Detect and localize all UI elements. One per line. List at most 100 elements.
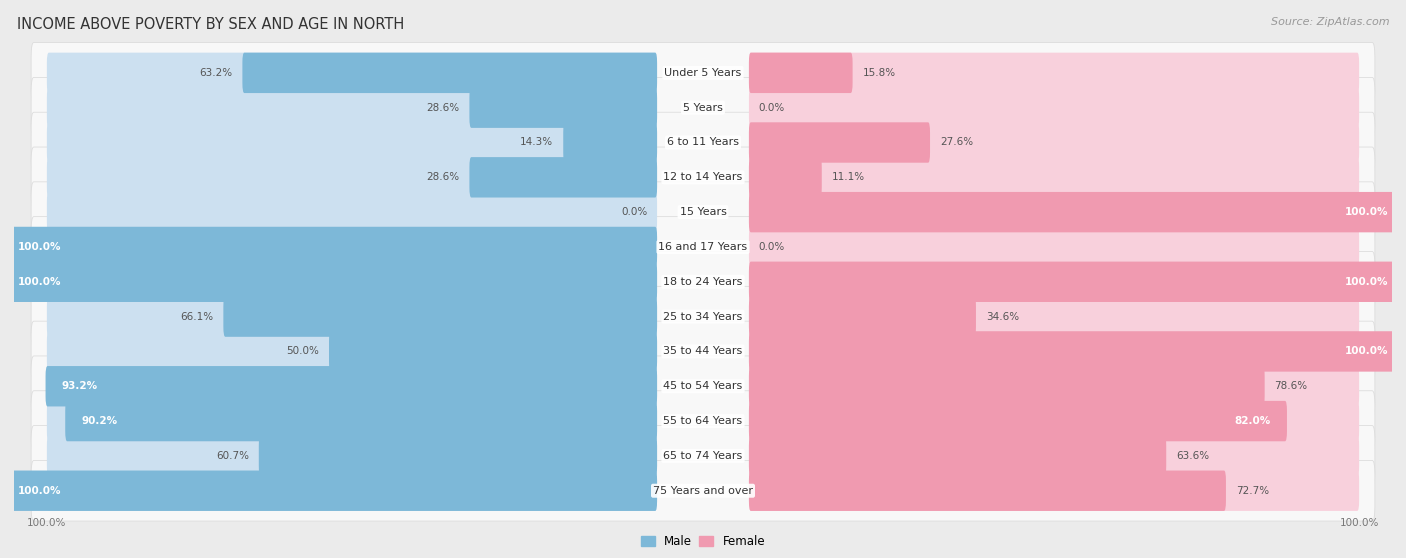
FancyBboxPatch shape — [749, 296, 1360, 337]
FancyBboxPatch shape — [749, 401, 1286, 441]
FancyBboxPatch shape — [65, 401, 657, 441]
Text: 60.7%: 60.7% — [217, 451, 249, 461]
Text: 93.2%: 93.2% — [62, 381, 98, 391]
FancyBboxPatch shape — [749, 470, 1360, 511]
FancyBboxPatch shape — [31, 391, 1375, 451]
Text: 14.3%: 14.3% — [520, 137, 554, 147]
FancyBboxPatch shape — [749, 192, 1360, 232]
Text: 28.6%: 28.6% — [426, 103, 460, 113]
Text: Under 5 Years: Under 5 Years — [665, 68, 741, 78]
FancyBboxPatch shape — [46, 470, 657, 511]
FancyBboxPatch shape — [470, 157, 657, 198]
Text: 65 to 74 Years: 65 to 74 Years — [664, 451, 742, 461]
FancyBboxPatch shape — [46, 262, 657, 302]
FancyBboxPatch shape — [31, 147, 1375, 208]
FancyBboxPatch shape — [749, 262, 1405, 302]
FancyBboxPatch shape — [749, 52, 1360, 93]
Text: 90.2%: 90.2% — [82, 416, 118, 426]
FancyBboxPatch shape — [1, 227, 657, 267]
FancyBboxPatch shape — [749, 366, 1360, 406]
FancyBboxPatch shape — [749, 192, 1405, 232]
FancyBboxPatch shape — [31, 78, 1375, 138]
FancyBboxPatch shape — [46, 192, 657, 232]
Text: 0.0%: 0.0% — [621, 207, 647, 217]
Text: 6 to 11 Years: 6 to 11 Years — [666, 137, 740, 147]
Text: 63.6%: 63.6% — [1175, 451, 1209, 461]
Text: 18 to 24 Years: 18 to 24 Years — [664, 277, 742, 287]
Text: 34.6%: 34.6% — [986, 311, 1019, 321]
FancyBboxPatch shape — [46, 331, 657, 372]
Text: 16 and 17 Years: 16 and 17 Years — [658, 242, 748, 252]
Text: 12 to 14 Years: 12 to 14 Years — [664, 172, 742, 182]
FancyBboxPatch shape — [259, 436, 657, 476]
FancyBboxPatch shape — [31, 217, 1375, 277]
FancyBboxPatch shape — [31, 42, 1375, 103]
FancyBboxPatch shape — [749, 227, 1360, 267]
Text: 45 to 54 Years: 45 to 54 Years — [664, 381, 742, 391]
FancyBboxPatch shape — [31, 426, 1375, 486]
FancyBboxPatch shape — [749, 331, 1360, 372]
Text: 100.0%: 100.0% — [1346, 277, 1389, 287]
Text: 55 to 64 Years: 55 to 64 Years — [664, 416, 742, 426]
FancyBboxPatch shape — [749, 157, 1360, 198]
FancyBboxPatch shape — [749, 157, 821, 198]
FancyBboxPatch shape — [31, 112, 1375, 173]
FancyBboxPatch shape — [31, 460, 1375, 521]
FancyBboxPatch shape — [749, 88, 1360, 128]
FancyBboxPatch shape — [749, 470, 1226, 511]
FancyBboxPatch shape — [31, 356, 1375, 417]
Text: 100.0%: 100.0% — [17, 242, 60, 252]
Text: 72.7%: 72.7% — [1236, 485, 1268, 496]
FancyBboxPatch shape — [46, 401, 657, 441]
FancyBboxPatch shape — [31, 286, 1375, 347]
Text: 25 to 34 Years: 25 to 34 Years — [664, 311, 742, 321]
FancyBboxPatch shape — [46, 52, 657, 93]
FancyBboxPatch shape — [470, 88, 657, 128]
Text: 66.1%: 66.1% — [180, 311, 214, 321]
FancyBboxPatch shape — [749, 436, 1166, 476]
Text: 0.0%: 0.0% — [759, 103, 785, 113]
FancyBboxPatch shape — [242, 52, 657, 93]
Text: 75 Years and over: 75 Years and over — [652, 485, 754, 496]
Text: 35 to 44 Years: 35 to 44 Years — [664, 347, 742, 357]
Text: 100.0%: 100.0% — [17, 277, 60, 287]
FancyBboxPatch shape — [46, 157, 657, 198]
FancyBboxPatch shape — [564, 122, 657, 163]
FancyBboxPatch shape — [46, 296, 657, 337]
Text: 5 Years: 5 Years — [683, 103, 723, 113]
FancyBboxPatch shape — [1, 262, 657, 302]
Text: 15 Years: 15 Years — [679, 207, 727, 217]
Text: 100.0%: 100.0% — [1346, 347, 1389, 357]
Text: 82.0%: 82.0% — [1234, 416, 1271, 426]
Text: 50.0%: 50.0% — [287, 347, 319, 357]
FancyBboxPatch shape — [31, 321, 1375, 382]
Legend: Male, Female: Male, Female — [634, 529, 772, 554]
Text: 27.6%: 27.6% — [939, 137, 973, 147]
FancyBboxPatch shape — [1, 470, 657, 511]
Text: 0.0%: 0.0% — [759, 242, 785, 252]
FancyBboxPatch shape — [749, 436, 1360, 476]
FancyBboxPatch shape — [46, 227, 657, 267]
Text: 11.1%: 11.1% — [831, 172, 865, 182]
FancyBboxPatch shape — [46, 436, 657, 476]
FancyBboxPatch shape — [224, 296, 657, 337]
FancyBboxPatch shape — [46, 88, 657, 128]
FancyBboxPatch shape — [46, 366, 657, 406]
FancyBboxPatch shape — [749, 366, 1264, 406]
FancyBboxPatch shape — [31, 182, 1375, 242]
FancyBboxPatch shape — [749, 401, 1360, 441]
FancyBboxPatch shape — [749, 262, 1360, 302]
Text: 100.0%: 100.0% — [1346, 207, 1389, 217]
FancyBboxPatch shape — [749, 296, 976, 337]
FancyBboxPatch shape — [45, 366, 657, 406]
FancyBboxPatch shape — [749, 122, 1360, 163]
FancyBboxPatch shape — [749, 52, 852, 93]
Text: Source: ZipAtlas.com: Source: ZipAtlas.com — [1271, 17, 1389, 27]
Text: 63.2%: 63.2% — [200, 68, 232, 78]
Text: 100.0%: 100.0% — [17, 485, 60, 496]
FancyBboxPatch shape — [749, 331, 1405, 372]
Text: 78.6%: 78.6% — [1274, 381, 1308, 391]
Text: INCOME ABOVE POVERTY BY SEX AND AGE IN NORTH: INCOME ABOVE POVERTY BY SEX AND AGE IN N… — [17, 17, 404, 32]
FancyBboxPatch shape — [329, 331, 657, 372]
FancyBboxPatch shape — [749, 122, 929, 163]
